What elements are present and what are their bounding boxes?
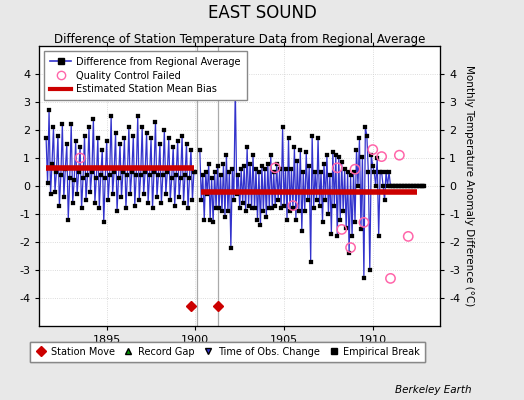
Point <box>351 166 359 172</box>
Point <box>289 202 297 209</box>
Point <box>377 153 386 160</box>
Point <box>346 244 355 251</box>
Point <box>368 146 377 153</box>
Point <box>76 155 84 161</box>
Point <box>395 152 403 158</box>
Legend: Station Move, Record Gap, Time of Obs. Change, Empirical Break: Station Move, Record Gap, Time of Obs. C… <box>30 342 425 362</box>
Point <box>359 219 368 226</box>
Text: Berkeley Earth: Berkeley Earth <box>395 385 472 395</box>
Point <box>337 226 346 232</box>
Point <box>271 165 279 171</box>
Point <box>333 165 342 171</box>
Point <box>404 233 412 240</box>
Text: EAST SOUND: EAST SOUND <box>208 4 316 22</box>
Title: Difference of Station Temperature Data from Regional Average: Difference of Station Temperature Data f… <box>54 33 425 46</box>
Point <box>386 275 395 282</box>
Y-axis label: Monthly Temperature Anomaly Difference (°C): Monthly Temperature Anomaly Difference (… <box>464 65 474 307</box>
